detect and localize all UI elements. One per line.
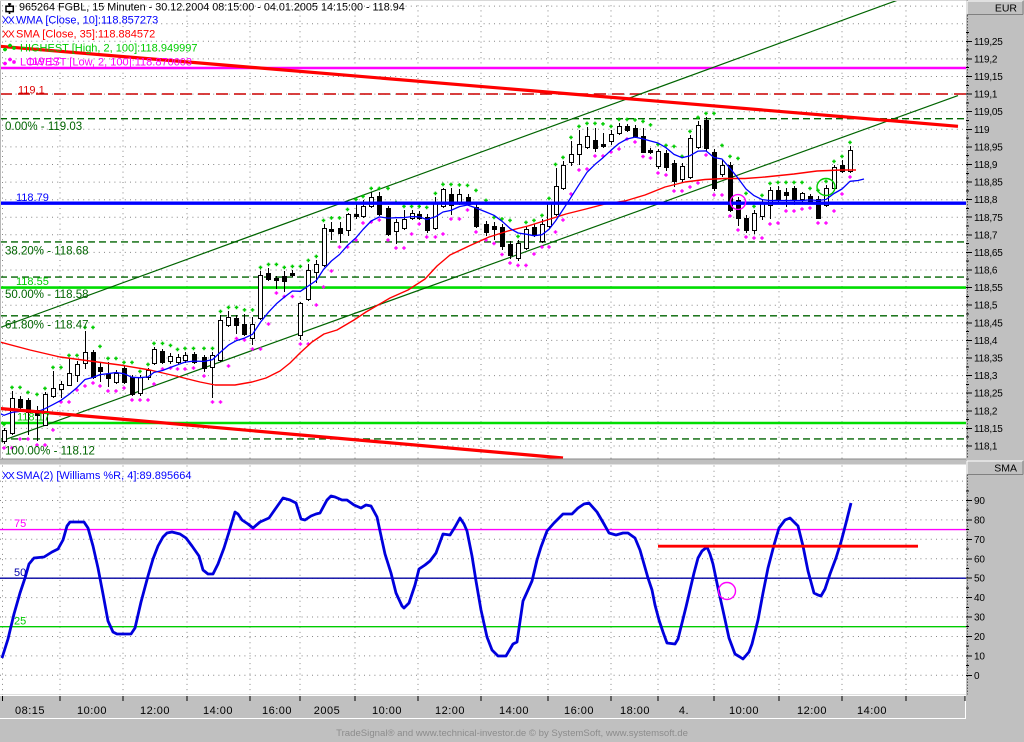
svg-text:80: 80 [974, 515, 985, 526]
svg-text:SMA(2) [Williams %R, 4]:89.895: SMA(2) [Williams %R, 4]:89.895664 [16, 470, 191, 482]
svg-text:50: 50 [974, 574, 985, 585]
svg-text:118.55: 118.55 [16, 276, 49, 288]
svg-text:118,8: 118,8 [974, 195, 998, 206]
svg-text:2005: 2005 [314, 705, 340, 717]
svg-text:100.00% - 118.12: 100.00% - 118.12 [5, 446, 95, 458]
svg-text:119,15: 119,15 [974, 72, 1003, 83]
svg-text:HIGHEST [High, 2, 100]:118.949: HIGHEST [High, 2, 100]:118.949997 [20, 43, 198, 55]
svg-text:XX: XX [2, 29, 15, 41]
svg-text:119.1: 119.1 [18, 85, 45, 97]
svg-text:10: 10 [974, 651, 985, 662]
svg-text:70: 70 [974, 535, 985, 546]
svg-text:119,1: 119,1 [974, 90, 998, 101]
svg-text:10:00: 10:00 [77, 705, 107, 717]
svg-text:119: 119 [974, 125, 990, 136]
svg-text:LOWEST [Low, 2, 100]:118.87000: LOWEST [Low, 2, 100]:118.870003 [20, 57, 192, 69]
svg-text:118,75: 118,75 [974, 213, 1003, 224]
svg-text:16:00: 16:00 [564, 705, 594, 717]
svg-text:0.00% - 119.03: 0.00% - 119.03 [5, 121, 82, 133]
svg-text:118.17: 118.17 [17, 412, 50, 424]
svg-text:60: 60 [974, 554, 985, 565]
svg-text:965264 FGBL, 15 Minuten - 30.: 965264 FGBL, 15 Minuten - 30.12.2004 08:… [19, 2, 405, 14]
svg-text:119.17: 119.17 [27, 56, 60, 68]
svg-text:30: 30 [974, 613, 985, 624]
svg-text:XX: XX [2, 470, 15, 482]
svg-text:118,45: 118,45 [974, 318, 1003, 329]
svg-text:90: 90 [974, 496, 985, 507]
svg-text:118,55: 118,55 [974, 283, 1003, 294]
svg-text:118,95: 118,95 [974, 142, 1003, 153]
svg-text:14:00: 14:00 [499, 705, 529, 717]
svg-text:118,65: 118,65 [974, 248, 1003, 259]
svg-text:12:00: 12:00 [140, 705, 170, 717]
svg-text:50: 50 [14, 567, 26, 579]
svg-text:118,85: 118,85 [974, 178, 1003, 189]
svg-text:SMA: SMA [994, 463, 1017, 475]
svg-text:118,2: 118,2 [974, 406, 998, 417]
svg-text:EUR: EUR [995, 3, 1018, 15]
svg-text:12:00: 12:00 [797, 705, 827, 717]
svg-text:119,05: 119,05 [974, 107, 1003, 118]
svg-text:118,4: 118,4 [974, 336, 998, 347]
svg-text:118,25: 118,25 [974, 389, 1003, 400]
svg-text:20: 20 [974, 632, 985, 643]
svg-text:10:00: 10:00 [729, 705, 759, 717]
svg-text:38.20% - 118.68: 38.20% - 118.68 [5, 246, 89, 258]
svg-text:118,1: 118,1 [974, 441, 998, 452]
svg-text:118,6: 118,6 [974, 266, 998, 277]
svg-text:XX: XX [2, 15, 15, 27]
svg-text:10:00: 10:00 [372, 705, 402, 717]
svg-text:12:00: 12:00 [435, 705, 465, 717]
svg-text:119,25: 119,25 [974, 37, 1003, 48]
svg-text:SMA [Close, 35]:118.884572: SMA [Close, 35]:118.884572 [16, 29, 155, 41]
svg-text:25: 25 [14, 616, 26, 628]
svg-text:0: 0 [974, 671, 980, 682]
svg-text:118.79: 118.79 [16, 192, 49, 204]
svg-text:61.80% - 118.47: 61.80% - 118.47 [5, 320, 89, 332]
svg-text:4.: 4. [679, 705, 689, 717]
svg-text:118,5: 118,5 [974, 301, 998, 312]
svg-text:14:00: 14:00 [203, 705, 233, 717]
svg-text:40: 40 [974, 593, 985, 604]
svg-text:16:00: 16:00 [262, 705, 292, 717]
svg-text:118,7: 118,7 [974, 230, 998, 241]
svg-text:75: 75 [14, 518, 26, 530]
svg-text:50.00% - 118.58: 50.00% - 118.58 [5, 289, 89, 301]
svg-text:118,15: 118,15 [974, 424, 1003, 435]
svg-text:118,35: 118,35 [974, 354, 1003, 365]
svg-text:14:00: 14:00 [857, 705, 887, 717]
svg-text:TradeSignal® and www.technical: TradeSignal® and www.technical-investor.… [336, 728, 688, 739]
svg-text:18:00: 18:00 [620, 705, 650, 717]
svg-text:119,2: 119,2 [974, 54, 998, 65]
svg-text:118,9: 118,9 [974, 160, 998, 171]
svg-text:08:15: 08:15 [15, 705, 45, 717]
svg-text:118,3: 118,3 [974, 371, 998, 382]
svg-text:WMA [Close, 10]:118.857273: WMA [Close, 10]:118.857273 [16, 15, 158, 27]
